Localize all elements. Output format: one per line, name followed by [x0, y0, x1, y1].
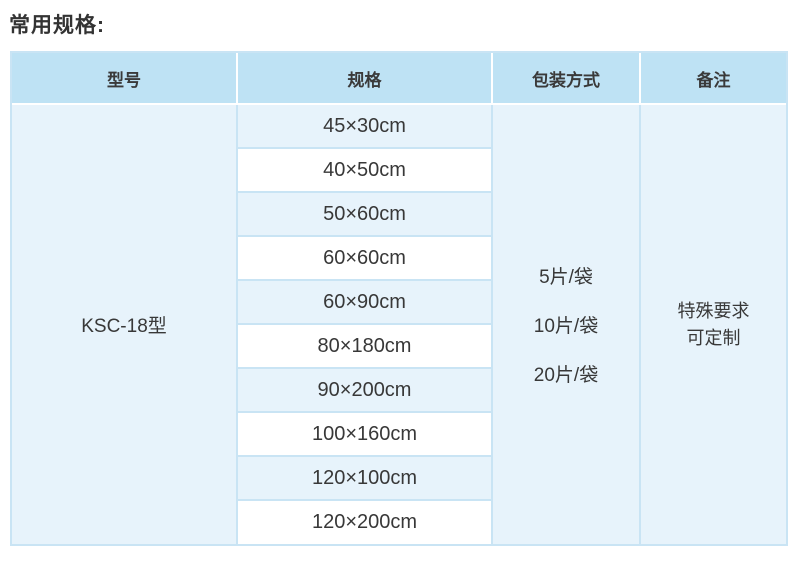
column-header-packaging: 包装方式 — [492, 53, 641, 105]
remark-line: 可定制 — [686, 327, 741, 348]
table-row: 100×160cm — [12, 412, 786, 457]
remark-line: 特殊要求 — [677, 300, 750, 321]
table-row: 120×200cm — [12, 500, 786, 544]
spec-cell: 80×180cm — [236, 324, 493, 369]
table-row: KSC-18型 45×30cm 5片/袋 10片/袋 20片/袋 特殊要求 可定… — [12, 104, 786, 544]
spec-cell: 120×100cm — [236, 456, 493, 501]
table-row: 50×60cm — [12, 192, 786, 237]
page-title: 常用规格: — [9, 14, 105, 37]
packaging-options: 5片/袋 10片/袋 20片/袋 — [493, 262, 639, 387]
table-row: 120×100cm — [12, 456, 786, 501]
spec-cell: 50×60cm — [236, 192, 493, 237]
packaging-option: 10片/袋 — [533, 316, 599, 337]
packaging-cell: 5片/袋 10片/袋 20片/袋 — [492, 104, 641, 544]
column-header-spec: 规格 — [237, 53, 493, 105]
spec-cell: 60×90cm — [236, 280, 493, 325]
table-row: 80×180cm — [12, 324, 786, 369]
packaging-option: 20片/袋 — [533, 365, 599, 386]
spec-table: 型号 规格 包装方式 备注 KSC-18型 45×30cm 5片/袋 10片/袋… — [12, 53, 786, 544]
page: 常用规格: 型号 规格 包装方式 备注 KSC-18型 45×30cm — [0, 9, 793, 582]
table-row: 60×60cm — [12, 236, 786, 281]
spec-table-container: 型号 规格 包装方式 备注 KSC-18型 45×30cm 5片/袋 10片/袋… — [10, 51, 788, 546]
table-row: 60×90cm — [12, 280, 786, 325]
model-cell: KSC-18型 — [12, 104, 237, 544]
spec-cell: 40×50cm — [236, 148, 493, 193]
table-row: 40×50cm — [12, 148, 786, 193]
packaging-option: 5片/袋 — [539, 267, 593, 288]
spec-cell: 100×160cm — [236, 412, 493, 457]
column-header-model: 型号 — [12, 53, 238, 105]
table-header-row: 型号 规格 包装方式 备注 — [12, 53, 786, 105]
remark-cell: 特殊要求 可定制 — [640, 104, 786, 544]
spec-cell: 45×30cm — [236, 104, 493, 149]
spec-cell: 120×200cm — [236, 500, 493, 544]
column-header-remark: 备注 — [640, 53, 786, 105]
table-row: 90×200cm — [12, 368, 786, 413]
spec-cell: 60×60cm — [236, 236, 493, 281]
spec-cell: 90×200cm — [236, 368, 493, 413]
